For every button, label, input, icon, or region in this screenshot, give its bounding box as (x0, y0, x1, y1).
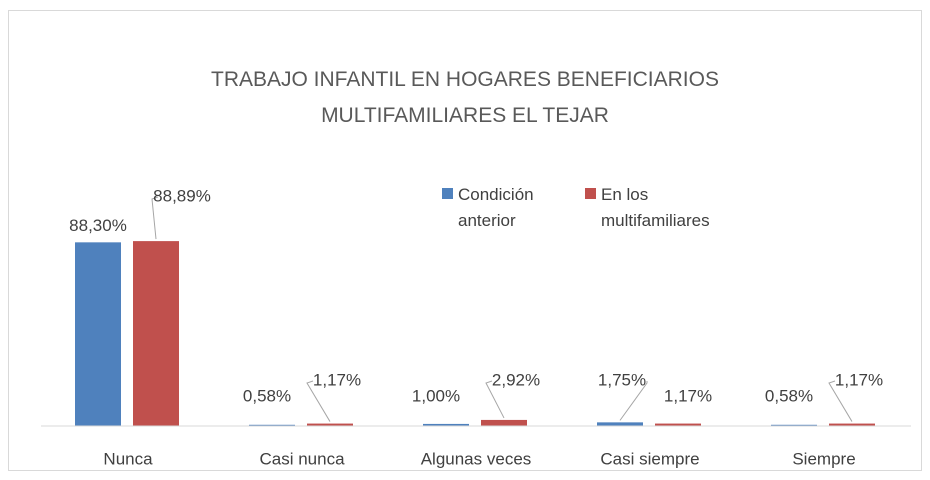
data-label: 0,58% (243, 386, 291, 405)
data-label: 88,89% (153, 186, 211, 205)
legend-label: Condición anterior (458, 185, 534, 230)
bar (423, 423, 469, 426)
data-label: 1,17% (835, 370, 883, 389)
legend-label: En los multifamiliares (601, 185, 710, 230)
legend-swatch (442, 188, 453, 199)
bar (829, 423, 875, 426)
bar (75, 242, 121, 426)
data-label: 88,30% (69, 216, 127, 235)
data-label: 1,17% (664, 386, 712, 405)
legend-swatch (585, 188, 596, 199)
bar (655, 423, 701, 426)
leader-line (151, 196, 159, 240)
bar (133, 241, 179, 426)
data-label: 1,17% (313, 370, 361, 389)
data-label: 1,00% (412, 386, 460, 405)
chart-border (8, 10, 922, 471)
leader-line (619, 381, 648, 421)
bar (771, 424, 817, 426)
leader-line (485, 380, 505, 419)
bar (481, 419, 527, 426)
data-label: 2,92% (492, 370, 540, 389)
bar (307, 423, 353, 426)
x-tick-label: Nunca (103, 449, 153, 468)
x-tick-label: Siempre (792, 449, 855, 468)
data-label: 1,75% (598, 370, 646, 389)
bar (249, 424, 295, 426)
leader-line (306, 380, 331, 422)
data-label: 0,58% (765, 386, 813, 405)
x-tick-label: Casi siempre (600, 449, 699, 468)
bar (597, 422, 643, 426)
x-tick-label: Casi nunca (259, 449, 345, 468)
x-tick-label: Algunas veces (421, 449, 532, 468)
leader-line (828, 380, 853, 422)
chart-title: TRABAJO INFANTIL EN HOGARES BENEFICIARIO… (211, 68, 719, 127)
